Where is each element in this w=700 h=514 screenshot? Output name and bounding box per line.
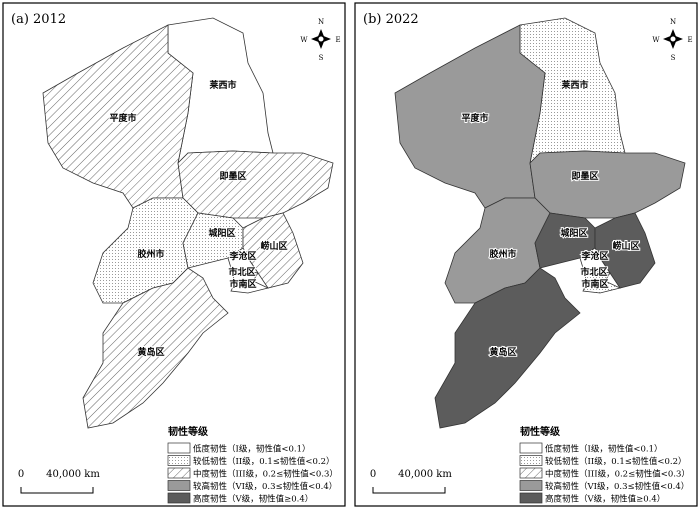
district-label: 平度市	[109, 112, 136, 124]
legend-swatch	[167, 455, 191, 466]
legend-label: 较高韧性（VI级，0.3≤韧性值<0.4）	[193, 481, 337, 492]
panel-title: (a) 2012	[11, 12, 66, 27]
compass-letter: W	[300, 36, 308, 44]
scale-bar	[372, 487, 446, 494]
scale-label: 0	[18, 469, 24, 480]
legend-label: 较高韧性（VI级，0.3≤韧性值<0.4）	[545, 481, 689, 492]
compass	[669, 35, 677, 43]
compass	[317, 35, 325, 43]
district	[230, 267, 259, 284]
scale-label: 0	[370, 469, 376, 480]
legend-swatch	[519, 455, 543, 466]
legend-label: 低度韧性（I级，韧性值<0.1）	[545, 444, 663, 455]
legend-label: 较低韧性（II级，0.1≤韧性值<0.2）	[193, 456, 335, 467]
district-label: 市南区	[229, 278, 256, 290]
district	[582, 267, 611, 284]
compass-letter: E	[335, 36, 340, 44]
district-label: 黄岛区	[137, 346, 164, 358]
legend-swatch	[519, 442, 543, 454]
legend-label: 高度韧性（V级，韧性值≥0.4）	[193, 494, 313, 505]
scale-label: 40,000 km	[398, 469, 452, 480]
district-label: 崂山区	[612, 240, 639, 252]
legend-swatch	[519, 480, 543, 491]
legend-swatch	[519, 467, 543, 479]
compass-letter: E	[687, 36, 692, 44]
district-label: 平度市	[461, 112, 488, 124]
district	[582, 280, 622, 294]
district-label: 市北区	[228, 266, 255, 278]
compass-letter: S	[319, 54, 324, 62]
legend-label: 中度韧性（III级，0.2≤韧性值<0.3）	[545, 469, 690, 480]
district-label: 李沧区	[580, 250, 608, 262]
district-label: 胶州市	[489, 248, 516, 260]
district	[82, 267, 229, 429]
district	[230, 280, 270, 294]
district-label: 即墨区	[219, 171, 246, 182]
district-label: 黄岛区	[489, 346, 516, 358]
district-label: 莱西市	[209, 79, 236, 91]
scale-label: 40,000 km	[46, 469, 100, 480]
compass-letter: S	[671, 54, 676, 62]
legend-label: 低度韧性（I级，韧性值<0.1）	[193, 444, 311, 455]
legend-swatch	[167, 480, 191, 491]
compass-letter: N	[670, 18, 676, 26]
district-label: 城阳区	[560, 227, 587, 239]
panel-title: (b) 2022	[363, 12, 419, 27]
legend-title: 韧性等级	[168, 425, 209, 438]
legend-title: 韧性等级	[520, 425, 561, 438]
compass-letter: N	[318, 18, 324, 26]
district-label: 即墨区	[571, 171, 598, 182]
legend-label: 高度韧性（V级，韧性值≥0.4）	[545, 494, 665, 505]
legend-swatch	[167, 467, 191, 479]
district-label: 李沧区	[228, 250, 256, 262]
district-label: 崂山区	[260, 240, 287, 252]
legend-label: 较低韧性（II级，0.1≤韧性值<0.2）	[545, 456, 687, 467]
district-label: 市南区	[581, 278, 608, 290]
district-label: 城阳区	[208, 227, 235, 239]
district-label: 胶州市	[137, 248, 164, 260]
legend-label: 中度韧性（III级，0.2≤韧性值<0.3）	[193, 469, 338, 480]
district-label: 市北区	[580, 266, 607, 278]
legend-swatch	[167, 442, 191, 454]
legend-swatch	[167, 492, 191, 504]
compass-letter: W	[652, 36, 660, 44]
scale-bar	[20, 487, 94, 494]
district	[434, 267, 581, 429]
legend-swatch	[519, 492, 543, 504]
district-label: 莱西市	[561, 79, 588, 91]
